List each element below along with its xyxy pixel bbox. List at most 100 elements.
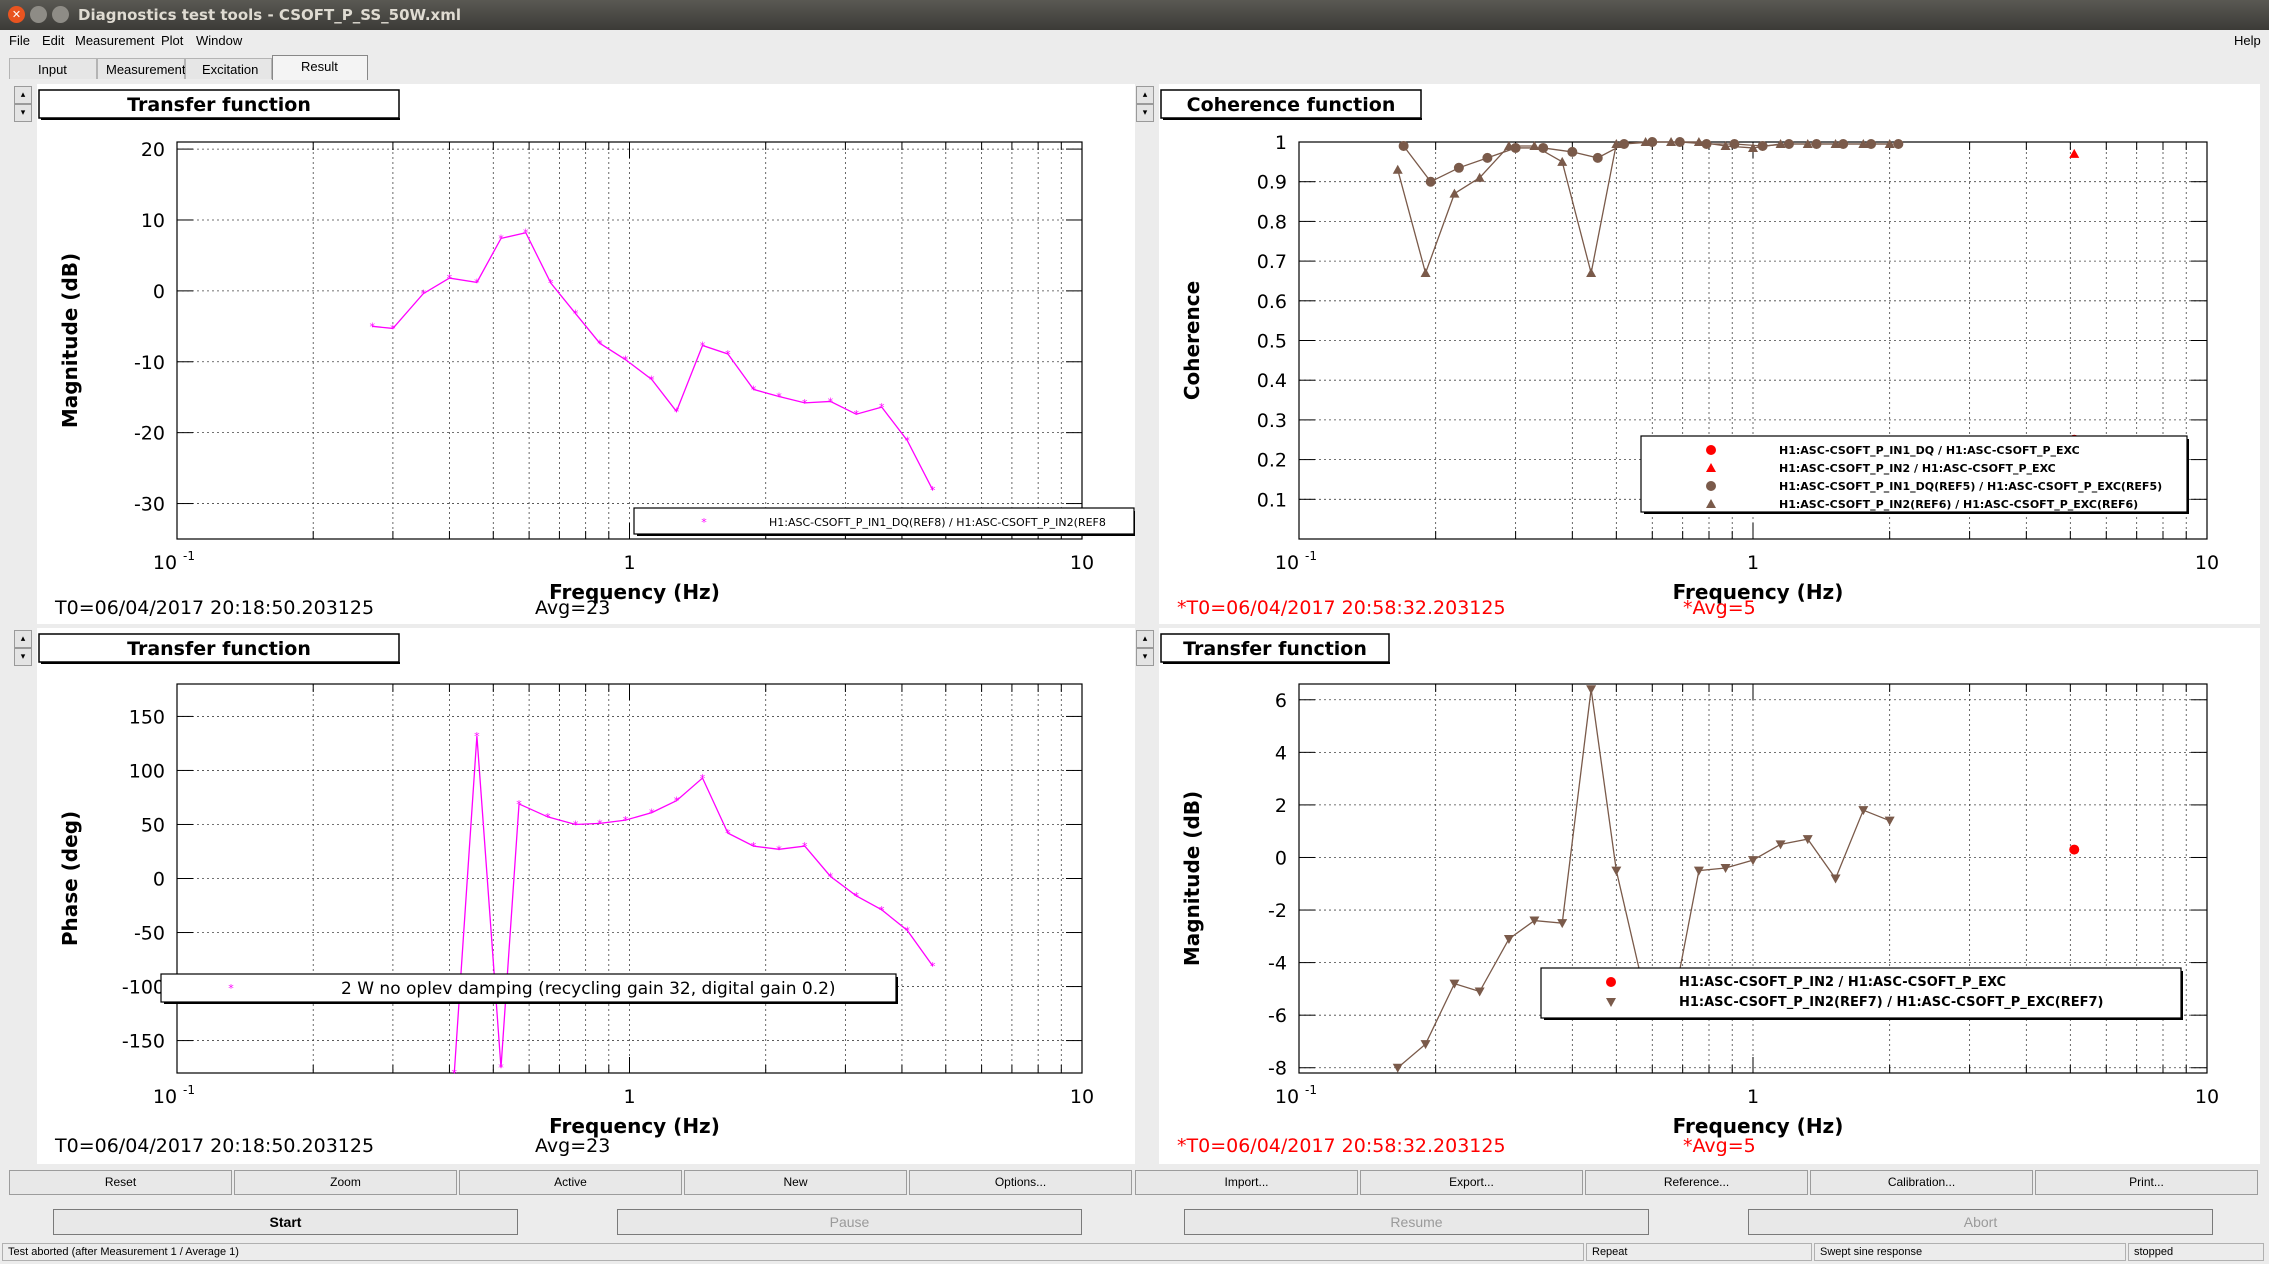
chart-1-point: * (751, 383, 757, 396)
tab-excitation[interactable]: Excitation (185, 58, 272, 79)
pause-button[interactable]: Pause (617, 1209, 1082, 1235)
resume-button[interactable]: Resume (1184, 1209, 1649, 1235)
chart-1-point: * (828, 395, 834, 408)
chart-3-ytick-label: 150 (129, 706, 165, 728)
chart-3-ytick-label: -50 (134, 923, 165, 945)
chart-2-legend-marker (1706, 499, 1716, 508)
chart-3-point: * (828, 870, 834, 883)
window-title: Diagnostics test tools - CSOFT_P_SS_50W.… (78, 6, 461, 24)
pane-3-up-icon[interactable]: ▴ (14, 630, 32, 648)
pane-1-down-icon[interactable]: ▾ (14, 104, 32, 122)
tab-measurement[interactable]: Measurement (97, 58, 185, 79)
tab-result[interactable]: Result (272, 55, 368, 80)
chart-2-point (1420, 268, 1431, 278)
chart-1-xlabel: Frequency (Hz) (549, 580, 720, 604)
chart-2-point (1557, 156, 1568, 166)
plot-pane-transfer-magnitude[interactable]: Transfer function 20 10 0 -10 -20 -30 10 -1 1 10 Fr… (37, 84, 1135, 624)
menu-bar: File Edit Measurement Plot Window Help (0, 30, 2269, 52)
chart-1-point: * (573, 308, 579, 321)
chart-1-point: * (369, 320, 375, 333)
menu-edit[interactable]: Edit (42, 33, 65, 48)
active-button[interactable]: Active (459, 1170, 682, 1195)
chart-3-point: * (879, 904, 885, 917)
chart-2-xlabel: Frequency (Hz) (1673, 580, 1844, 604)
pane-4-down-icon[interactable]: ▾ (1136, 648, 1154, 666)
menu-help[interactable]: Help (2234, 33, 2261, 48)
chart-3-series-1-line (453, 735, 934, 1074)
chart-3-point: * (776, 843, 782, 856)
pane-3-down-icon[interactable]: ▾ (14, 648, 32, 666)
chart-3-ytick-label: -150 (122, 1031, 165, 1053)
chart-3-ytick-label: 100 (129, 760, 165, 782)
chart-1-point: * (776, 391, 782, 404)
chart-1-point: * (420, 288, 426, 301)
chart-2-ytick-label: 0.4 (1257, 370, 1287, 392)
chart-1-frame (176, 141, 1083, 540)
chart-3-point: * (930, 960, 936, 973)
chart-3-xticks (176, 684, 1062, 1073)
zoom-button[interactable]: Zoom (234, 1170, 457, 1195)
chart-4-legend-marker (1606, 998, 1616, 1007)
chart-2-point (1592, 152, 1603, 163)
chart-4-point (1449, 979, 1460, 989)
reset-button[interactable]: Reset (9, 1170, 232, 1195)
chart-2-ytick-label: 0.7 (1257, 251, 1287, 273)
chart-4-ytick-label: 6 (1275, 690, 1287, 712)
chart-3-title: Transfer function (127, 638, 311, 660)
options-button[interactable]: Options... (909, 1170, 1132, 1195)
chart-4-point (1858, 806, 1869, 816)
chart-1-avg: Avg=23 (535, 597, 610, 619)
chart-1-t0: T0=06/04/2017 20:18:50.203125 (54, 597, 374, 619)
new-button[interactable]: New (684, 1170, 907, 1195)
maximize-window-icon[interactable] (52, 6, 69, 23)
tab-measurement-label: Measurement (106, 62, 186, 77)
abort-button[interactable]: Abort (1748, 1209, 2213, 1235)
export-button[interactable]: Export... (1360, 1170, 1583, 1195)
chart-1-title: Transfer function (127, 94, 311, 116)
pane-2-up-icon[interactable]: ▴ (1136, 86, 1154, 104)
pane-4-up-icon[interactable]: ▴ (1136, 630, 1154, 648)
status-state: stopped (2128, 1243, 2264, 1261)
status-message: Test aborted (after Measurement 1 / Aver… (2, 1243, 1584, 1261)
chart-3-grid (177, 684, 1082, 1073)
chart-3-point: * (751, 840, 757, 853)
chart-4-point (1529, 916, 1540, 926)
menu-plot[interactable]: Plot (161, 33, 184, 48)
chart-2-point (1858, 138, 1869, 148)
chart-1-point: * (930, 484, 936, 497)
close-window-icon[interactable]: ✕ (8, 6, 25, 23)
chart-2-point (1611, 138, 1622, 148)
print-button[interactable]: Print... (2035, 1170, 2258, 1195)
chart-2-ytick-label: 0.9 (1257, 172, 1287, 194)
pane-2-down-icon[interactable]: ▾ (1136, 104, 1154, 122)
start-button[interactable]: Start (53, 1209, 518, 1235)
import-button[interactable]: Import... (1135, 1170, 1358, 1195)
chart-1-point: * (674, 405, 680, 418)
plot-pane-transfer-phase[interactable]: Transfer function 150 100 50 0 -50 -100 -150 10-… (37, 628, 1135, 1164)
menu-window[interactable]: Window (196, 33, 243, 48)
chart-1-point: * (474, 276, 480, 289)
chart-1-title-box (38, 89, 400, 119)
chart-2-point (1449, 188, 1460, 198)
chart-3-xtick-label: 10 (1070, 1086, 1094, 1108)
chart-4-grid (1299, 684, 2207, 1073)
chart-1-ytick-label: 10 (141, 210, 165, 232)
chart-4-ytick-label: 4 (1275, 742, 1287, 764)
calibration-button[interactable]: Calibration... (1810, 1170, 2033, 1195)
chart-4-ytick-label: -6 (1268, 1005, 1287, 1027)
minimize-window-icon[interactable] (30, 6, 47, 23)
chart-1-point: * (390, 322, 396, 335)
menu-file[interactable]: File (9, 33, 30, 48)
plot-pane-coherence[interactable]: Coherence function 1 0.9 0.8 0.7 0.6 0.5 0.4 0.3… (1159, 84, 2260, 624)
pane-1-up-icon[interactable]: ▴ (14, 86, 32, 104)
chart-2-xtick-label: 1 (1747, 552, 1759, 574)
tab-input[interactable]: Input (9, 58, 97, 79)
chart-4-point (1775, 840, 1786, 850)
reference-button[interactable]: Reference... (1585, 1170, 1808, 1195)
chart-3-point: * (853, 890, 859, 903)
menu-measurement[interactable]: Measurement (75, 33, 155, 48)
chart-1-legend-marker: * (701, 516, 707, 529)
plot-pane-transfer-magnitude-ref[interactable]: Transfer function 6 4 2 0 -2 -4 -6 -8 10 -1 1 10 Freq… (1159, 628, 2260, 1164)
chart-2-point (1640, 137, 1651, 146)
chart-1-xtick-exponent: -1 (183, 549, 195, 563)
